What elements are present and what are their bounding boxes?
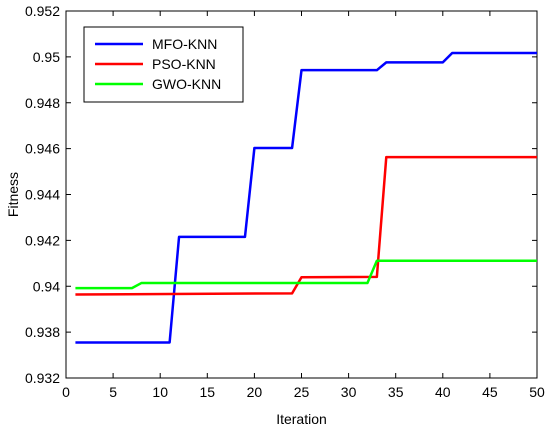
y-tick-label: 0.944 xyxy=(25,187,60,203)
legend: MFO-KNN PSO-KNN GWO-KNN xyxy=(83,26,244,103)
series-line-mfo-knn xyxy=(75,51,537,344)
legend-label-gwo-knn: GWO-KNN xyxy=(152,76,221,92)
y-tick-label: 0.952 xyxy=(25,3,60,19)
x-tick-label: 40 xyxy=(435,384,451,400)
x-tick-label: 15 xyxy=(200,384,216,400)
y-axis-label: Fitness xyxy=(5,172,21,217)
y-tick-label: 0.948 xyxy=(25,95,60,111)
y-tick-labels: 0.932 0.938 0.94 0.942 0.944 0.946 0.948 0.95 0.… xyxy=(25,3,60,386)
x-tick-labels: 0 5 10 15 20 25 30 35 40 45 50 xyxy=(62,384,545,400)
axis-ticks xyxy=(65,10,538,379)
legend-label-pso-knn: PSO-KNN xyxy=(152,56,216,72)
x-tick-label: 30 xyxy=(341,384,357,400)
y-tick-label: 0.946 xyxy=(25,141,60,157)
x-tick-label: 35 xyxy=(388,384,404,400)
series-line-gwo-knn xyxy=(75,259,537,290)
series-line-pso-knn xyxy=(75,155,537,296)
y-tick-label: 0.95 xyxy=(33,49,60,65)
y-tick-label: 0.94 xyxy=(33,278,60,294)
x-tick-label: 0 xyxy=(62,384,70,400)
x-tick-label: 50 xyxy=(529,384,545,400)
x-tick-label: 5 xyxy=(109,384,117,400)
series-lines xyxy=(75,51,537,344)
x-tick-label: 25 xyxy=(294,384,310,400)
x-tick-label: 45 xyxy=(482,384,498,400)
x-tick-label: 10 xyxy=(152,384,168,400)
legend-label-mfo-knn: MFO-KNN xyxy=(152,36,217,52)
y-tick-label: 0.938 xyxy=(25,324,60,340)
y-tick-label: 0.932 xyxy=(25,370,60,386)
y-tick-label: 0.942 xyxy=(25,232,60,248)
x-axis-label: Iteration xyxy=(276,411,327,427)
x-tick-label: 20 xyxy=(247,384,263,400)
